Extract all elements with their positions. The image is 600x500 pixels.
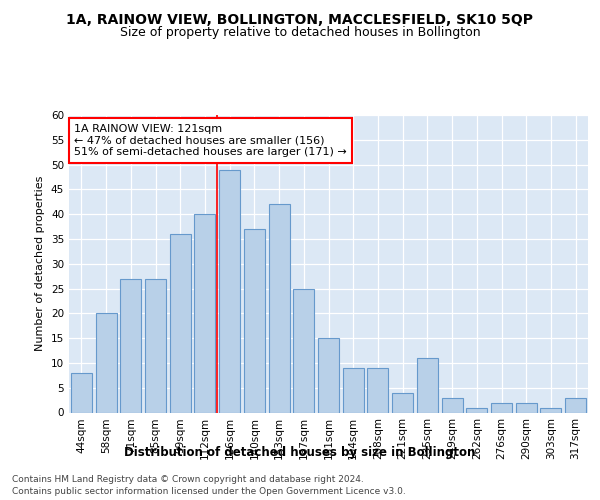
Bar — [516, 402, 537, 412]
Bar — [71, 373, 92, 412]
Bar — [417, 358, 438, 412]
Bar — [392, 392, 413, 412]
Bar — [170, 234, 191, 412]
Bar — [145, 278, 166, 412]
Bar — [293, 288, 314, 412]
Text: Distribution of detached houses by size in Bollington: Distribution of detached houses by size … — [124, 446, 476, 459]
Bar — [269, 204, 290, 412]
Bar — [442, 398, 463, 412]
Bar — [95, 314, 116, 412]
Text: Contains HM Land Registry data © Crown copyright and database right 2024.: Contains HM Land Registry data © Crown c… — [12, 474, 364, 484]
Bar — [120, 278, 141, 412]
Bar — [565, 398, 586, 412]
Text: 1A, RAINOW VIEW, BOLLINGTON, MACCLESFIELD, SK10 5QP: 1A, RAINOW VIEW, BOLLINGTON, MACCLESFIEL… — [67, 12, 533, 26]
Text: Contains public sector information licensed under the Open Government Licence v3: Contains public sector information licen… — [12, 486, 406, 496]
Y-axis label: Number of detached properties: Number of detached properties — [35, 176, 46, 352]
Bar — [343, 368, 364, 412]
Bar — [491, 402, 512, 412]
Bar — [367, 368, 388, 412]
Bar — [194, 214, 215, 412]
Bar — [244, 229, 265, 412]
Bar — [219, 170, 240, 412]
Text: 1A RAINOW VIEW: 121sqm
← 47% of detached houses are smaller (156)
51% of semi-de: 1A RAINOW VIEW: 121sqm ← 47% of detached… — [74, 124, 347, 157]
Bar — [466, 408, 487, 412]
Bar — [318, 338, 339, 412]
Text: Size of property relative to detached houses in Bollington: Size of property relative to detached ho… — [119, 26, 481, 39]
Bar — [541, 408, 562, 412]
